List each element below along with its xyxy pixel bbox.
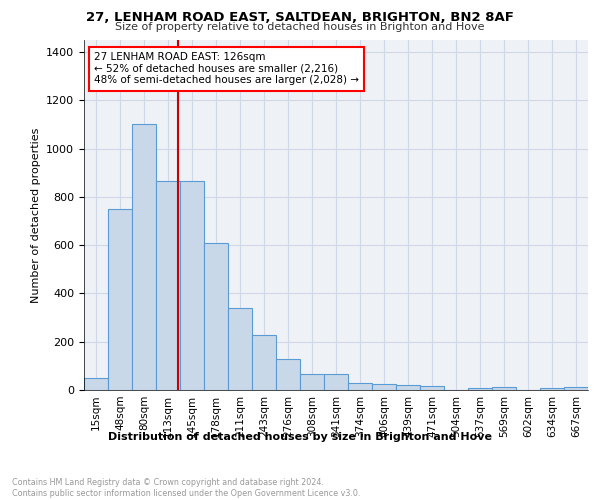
Bar [228, 308, 252, 390]
Bar [348, 383, 372, 390]
Y-axis label: Number of detached properties: Number of detached properties [31, 128, 41, 302]
Bar [156, 181, 180, 390]
Bar [468, 388, 492, 390]
Text: 27 LENHAM ROAD EAST: 126sqm
← 52% of detached houses are smaller (2,216)
48% of : 27 LENHAM ROAD EAST: 126sqm ← 52% of det… [94, 52, 359, 86]
Bar [180, 181, 204, 390]
Bar [252, 335, 276, 390]
Bar [84, 378, 108, 390]
Bar [132, 124, 156, 390]
Bar [108, 209, 132, 390]
Bar [492, 387, 516, 390]
Bar [300, 374, 324, 390]
Bar [204, 243, 228, 390]
Text: Distribution of detached houses by size in Brighton and Hove: Distribution of detached houses by size … [108, 432, 492, 442]
Text: 27, LENHAM ROAD EAST, SALTDEAN, BRIGHTON, BN2 8AF: 27, LENHAM ROAD EAST, SALTDEAN, BRIGHTON… [86, 11, 514, 24]
Bar [372, 384, 396, 390]
Bar [540, 388, 564, 390]
Text: Size of property relative to detached houses in Brighton and Hove: Size of property relative to detached ho… [115, 22, 485, 32]
Bar [324, 374, 348, 390]
Bar [564, 387, 588, 390]
Text: Contains HM Land Registry data © Crown copyright and database right 2024.
Contai: Contains HM Land Registry data © Crown c… [12, 478, 361, 498]
Bar [396, 385, 420, 390]
Bar [420, 386, 444, 390]
Bar [276, 358, 300, 390]
